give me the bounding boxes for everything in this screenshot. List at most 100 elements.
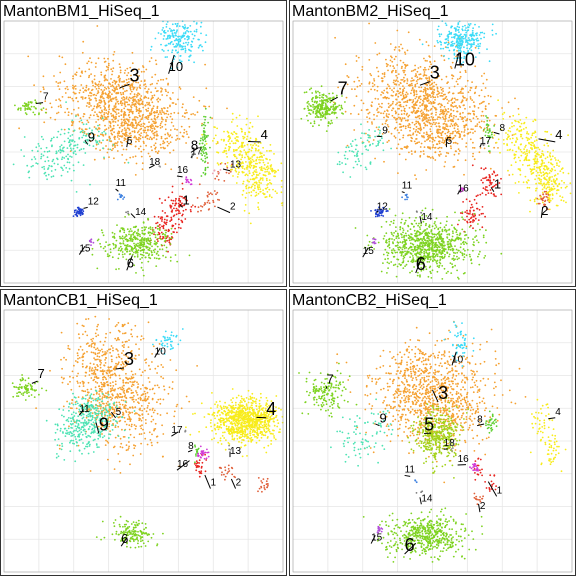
point (159, 143, 162, 146)
point (105, 109, 108, 112)
point (407, 224, 409, 227)
point (83, 131, 85, 134)
point (439, 150, 441, 153)
point (155, 150, 157, 153)
point (159, 111, 162, 114)
point (207, 191, 209, 194)
point (137, 242, 139, 245)
point (130, 246, 133, 248)
point (161, 216, 164, 219)
point (118, 235, 121, 238)
point (484, 108, 487, 111)
point (113, 131, 115, 134)
point (38, 145, 40, 147)
point (237, 147, 240, 149)
point (124, 90, 126, 93)
point (148, 114, 151, 117)
point (434, 77, 437, 80)
point (218, 171, 221, 174)
point (171, 191, 174, 194)
point (89, 136, 91, 139)
point (145, 85, 147, 88)
point (428, 252, 431, 254)
point (419, 77, 421, 80)
point (342, 87, 345, 90)
point (119, 69, 122, 72)
point (202, 159, 204, 162)
point (400, 233, 403, 236)
point (155, 253, 158, 255)
point (252, 173, 255, 176)
point (181, 36, 184, 39)
point (415, 222, 418, 225)
cluster-1-label: 1 (183, 192, 190, 207)
point (431, 90, 434, 93)
cluster-17-label: 17 (191, 147, 203, 158)
point (147, 248, 150, 251)
point (474, 65, 477, 68)
point (184, 24, 186, 26)
point (47, 167, 50, 169)
cluster-5-points (81, 110, 188, 160)
point (540, 178, 543, 181)
point (140, 132, 143, 135)
point (469, 206, 472, 209)
point (187, 30, 190, 33)
point (382, 237, 385, 240)
point (233, 154, 235, 156)
point (98, 99, 101, 101)
cluster-13-label: 13 (230, 160, 242, 171)
point (403, 112, 406, 115)
point (431, 112, 433, 115)
point (478, 103, 481, 105)
point (461, 138, 464, 140)
point (137, 130, 140, 133)
point (138, 75, 141, 77)
point (484, 105, 487, 108)
point (74, 85, 77, 87)
point (164, 133, 167, 136)
point (457, 92, 460, 94)
point (165, 250, 168, 253)
point (471, 206, 474, 209)
point (150, 146, 153, 148)
point (485, 193, 487, 196)
point (264, 130, 267, 133)
point (448, 238, 451, 241)
point (398, 123, 401, 125)
point (545, 187, 548, 190)
point (532, 158, 535, 161)
point (172, 43, 175, 46)
points-layer (12, 20, 284, 277)
cluster-2-label: 2 (230, 202, 236, 213)
point (125, 235, 128, 237)
point (428, 102, 430, 105)
point (133, 244, 136, 247)
point (524, 153, 527, 155)
point (155, 241, 158, 244)
point (443, 98, 445, 101)
point (427, 109, 430, 112)
point (151, 245, 153, 248)
point (409, 129, 411, 132)
point (164, 163, 167, 166)
point (264, 196, 267, 199)
point (465, 198, 468, 201)
point (432, 102, 435, 104)
point (542, 153, 545, 156)
point (167, 91, 170, 94)
point (481, 226, 484, 229)
point (424, 224, 427, 227)
point (527, 179, 530, 182)
point (111, 118, 114, 121)
point (185, 142, 188, 144)
point (402, 134, 405, 137)
point (164, 137, 167, 140)
point (405, 263, 408, 266)
point (121, 154, 124, 156)
point (108, 120, 111, 123)
point (473, 241, 475, 244)
point (121, 251, 124, 253)
point (388, 85, 390, 88)
point (67, 137, 70, 140)
